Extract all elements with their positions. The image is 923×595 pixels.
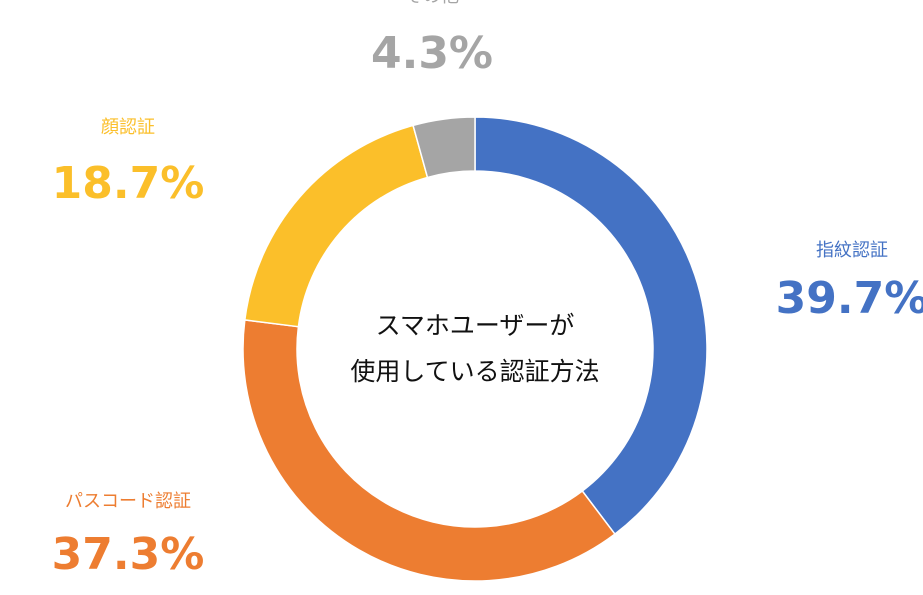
chart-title: スマホユーザーが <box>376 311 575 340</box>
category-label: 指紋認証 <box>816 240 888 261</box>
donut-slice <box>243 124 429 328</box>
category-label: パスコード認証 <box>65 491 191 512</box>
chart-title: 使用している認証方法 <box>350 357 599 386</box>
category-label: その他 <box>405 0 459 7</box>
donut-slice <box>412 116 476 179</box>
value-label: 4.3% <box>371 28 493 79</box>
donut-slice <box>474 116 708 536</box>
value-label: 39.7% <box>776 273 923 324</box>
value-label: 18.7% <box>52 158 205 209</box>
value-label: 37.3% <box>52 529 205 580</box>
donut-slice <box>242 319 616 582</box>
category-label: 顔認証 <box>101 117 155 138</box>
